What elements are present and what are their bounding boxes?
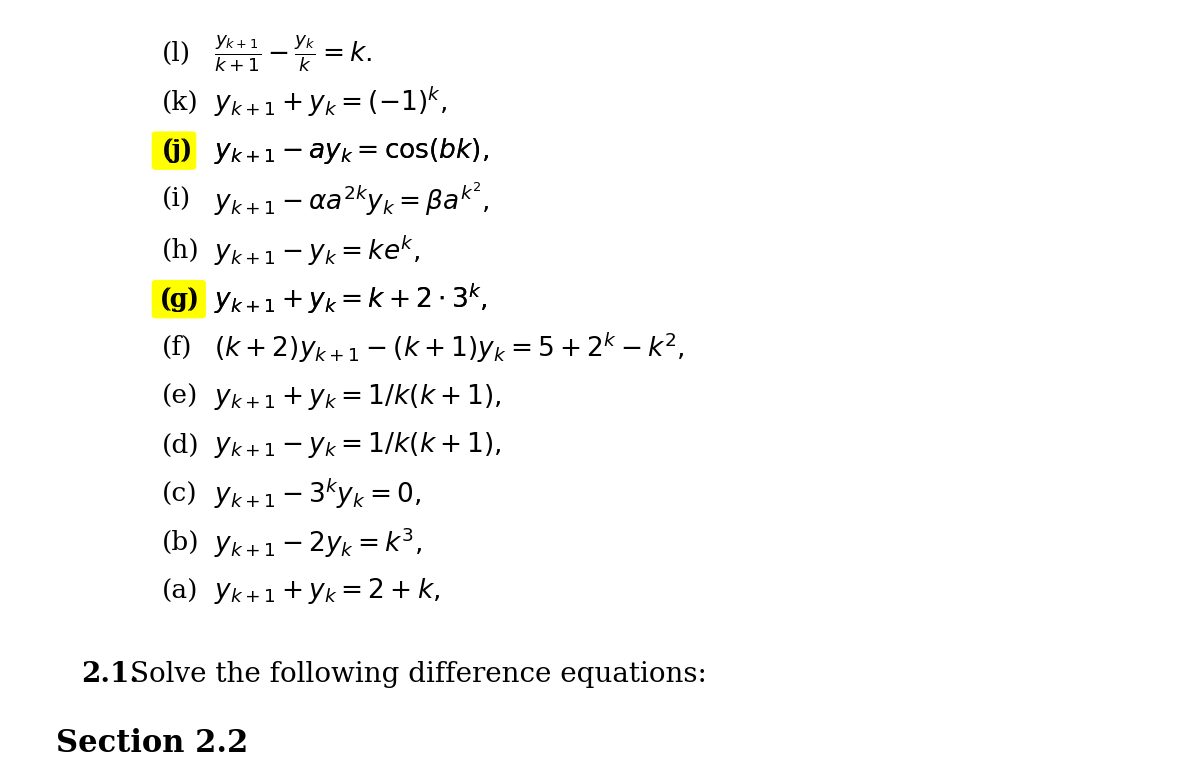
- Text: (c): (c): [162, 482, 198, 506]
- Text: $y_{k+1} - ay_k = \cos(bk),$: $y_{k+1} - ay_k = \cos(bk),$: [214, 135, 488, 165]
- Text: $y_{k+1} + y_k = k + 2 \cdot 3^k,$: $y_{k+1} + y_k = k + 2 \cdot 3^k,$: [214, 282, 487, 316]
- Text: (g): (g): [160, 287, 198, 312]
- Text: $y_{k+1} - y_k = ke^k,$: $y_{k+1} - y_k = ke^k,$: [214, 233, 420, 267]
- Text: $(k+2)y_{k+1} - (k+1)y_k = 5 + 2^k - k^2,$: $(k+2)y_{k+1} - (k+1)y_k = 5 + 2^k - k^2…: [214, 331, 684, 365]
- Text: $y_{k+1} + y_k = 2 + k,$: $y_{k+1} + y_k = 2 + k,$: [214, 577, 440, 606]
- Text: $y_{k+1} - 2y_k = k^3,$: $y_{k+1} - 2y_k = k^3,$: [214, 526, 422, 560]
- Text: (a): (a): [162, 579, 198, 604]
- Text: (e): (e): [162, 384, 198, 409]
- Text: $y_{k+1} - ay_k = \cos(bk),$: $y_{k+1} - ay_k = \cos(bk),$: [214, 135, 488, 165]
- Text: $y_{k+1} + y_k = 1/k(k+1),$: $y_{k+1} + y_k = 1/k(k+1),$: [214, 382, 502, 411]
- Text: (d): (d): [162, 433, 199, 458]
- Text: (j): (j): [164, 138, 193, 163]
- Text: (j): (j): [162, 138, 191, 163]
- FancyBboxPatch shape: [152, 281, 205, 318]
- Text: $y_{k+1} + y_k = (-1)^k,$: $y_{k+1} + y_k = (-1)^k,$: [214, 85, 446, 119]
- Text: $\frac{y_{k+1}}{k+1} - \frac{y_k}{k} = k.$: $\frac{y_{k+1}}{k+1} - \frac{y_k}{k} = k…: [214, 32, 372, 73]
- Text: (f): (f): [162, 335, 192, 360]
- Text: (h): (h): [162, 238, 199, 263]
- FancyBboxPatch shape: [152, 132, 196, 169]
- Text: (i): (i): [162, 187, 191, 212]
- Text: (l): (l): [162, 41, 191, 66]
- Text: (g): (g): [162, 287, 199, 312]
- Text: 2.1.: 2.1.: [82, 661, 139, 688]
- Text: (b): (b): [162, 530, 199, 555]
- Text: $y_{k+1} - 3^k y_k = 0,$: $y_{k+1} - 3^k y_k = 0,$: [214, 477, 421, 511]
- Text: $y_{k+1} - y_k = 1/k(k+1),$: $y_{k+1} - y_k = 1/k(k+1),$: [214, 431, 502, 460]
- Text: (k): (k): [162, 90, 199, 114]
- Text: $y_{k+1} - \alpha a^{2k}y_k = \beta a^{k^2},$: $y_{k+1} - \alpha a^{2k}y_k = \beta a^{k…: [214, 180, 490, 218]
- Text: $y_{k+1} + y_k = k + 2 \cdot 3^k,$: $y_{k+1} + y_k = k + 2 \cdot 3^k,$: [214, 282, 487, 316]
- Text: Solve the following difference equations:: Solve the following difference equations…: [130, 661, 707, 688]
- Text: Section 2.2: Section 2.2: [56, 728, 248, 759]
